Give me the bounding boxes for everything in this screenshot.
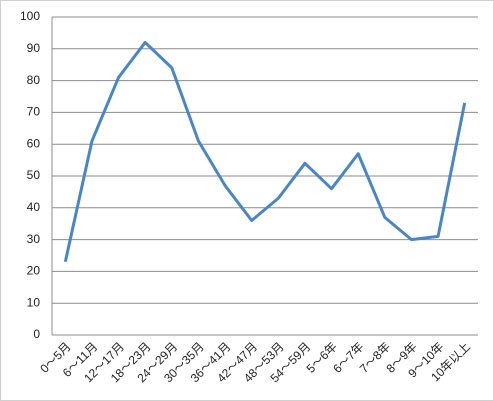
y-tick-label: 0 xyxy=(33,327,40,341)
y-tick-label: 60 xyxy=(27,136,41,150)
data-line xyxy=(63,40,467,263)
y-tick-label: 10 xyxy=(27,295,41,309)
y-tick-label: 40 xyxy=(27,200,41,214)
y-tick-label: 30 xyxy=(27,232,41,246)
y-tick-label: 70 xyxy=(27,105,41,119)
y-tick-label: 50 xyxy=(27,168,41,182)
y-tick-label: 20 xyxy=(27,264,41,278)
y-tick-label: 100 xyxy=(20,9,40,23)
y-tick-label: 90 xyxy=(27,41,41,55)
y-tick-label: 80 xyxy=(27,73,41,87)
